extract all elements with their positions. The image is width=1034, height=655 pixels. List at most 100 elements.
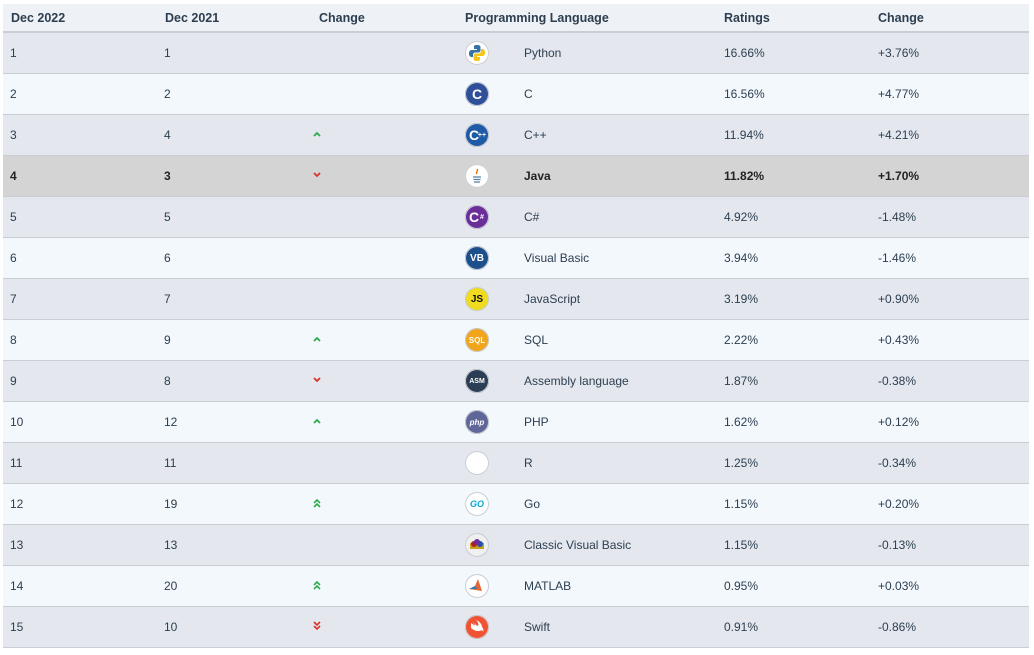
table-body: 1 1 Python 16.66% +3.76% 2 2 C C 16.56% +4.77% 3 4 C +… — [3, 33, 1029, 648]
rating-change: -0.38% — [878, 374, 917, 388]
language-name[interactable]: C++ — [524, 128, 547, 142]
table-row[interactable]: 7 7 JS JavaScript 3.19% +0.90% — [3, 279, 1029, 320]
rank-2021: 10 — [164, 620, 178, 634]
java-logo-icon — [465, 164, 489, 188]
rank-2022: 12 — [10, 497, 24, 511]
python-logo-icon — [465, 41, 489, 65]
table-row[interactable]: 15 10 Swift 0.91% -0.86% — [3, 607, 1029, 648]
rank-change — [311, 128, 465, 143]
table-row[interactable]: 1 1 Python 16.66% +3.76% — [3, 33, 1029, 74]
rating-change: +0.43% — [878, 333, 920, 347]
language-name[interactable]: MATLAB — [524, 579, 572, 593]
table-row[interactable]: 12 19 GO Go 1.15% +0.20% — [3, 484, 1029, 525]
rank-2022: 1 — [10, 46, 17, 60]
chevron-up-icon — [311, 415, 323, 427]
rating-change: +4.21% — [878, 128, 920, 142]
rating-value: 4.92% — [724, 210, 759, 224]
rank-2021: 4 — [164, 128, 171, 142]
cpp-logo-icon: C ++ — [465, 123, 489, 147]
sql-logo-icon: SQL — [465, 328, 489, 352]
rank-2021: 3 — [164, 169, 171, 183]
double-chevron-up-icon — [311, 497, 323, 509]
header-ratings[interactable]: Ratings — [724, 10, 770, 25]
rank-change — [311, 333, 465, 348]
table-row[interactable]: 11 11 R R 1.25% -0.34% — [3, 443, 1029, 484]
rating-value: 1.87% — [724, 374, 759, 388]
logo-text: VB — [470, 252, 484, 264]
language-name[interactable]: JavaScript — [524, 292, 581, 306]
rating-value: 11.82% — [724, 169, 765, 183]
svg-text:C: C — [469, 127, 479, 143]
rating-change: +1.70% — [878, 169, 920, 183]
table-row[interactable]: 10 12 php PHP 1.62% +0.12% — [3, 402, 1029, 443]
rating-value: 0.95% — [724, 579, 759, 593]
chevron-up-icon — [311, 128, 323, 140]
logo-text: JS — [470, 293, 484, 305]
rank-change — [311, 415, 465, 430]
language-name[interactable]: SQL — [524, 333, 549, 347]
rating-value: 3.19% — [724, 292, 759, 306]
header-dec-2022[interactable]: Dec 2022 — [11, 10, 66, 25]
header-change[interactable]: Change — [319, 10, 365, 25]
rating-value: 2.22% — [724, 333, 759, 347]
language-name[interactable]: Swift — [524, 620, 551, 634]
rank-2021: 7 — [164, 292, 171, 306]
language-logo-cell: R — [465, 451, 521, 475]
language-name[interactable]: Java — [524, 169, 551, 183]
table-row[interactable]: 2 2 C C 16.56% +4.77% — [3, 74, 1029, 115]
table-row[interactable]: 14 20 MATLAB 0.95% +0.03% — [3, 566, 1029, 607]
rank-change — [311, 169, 465, 184]
language-name[interactable]: Go — [524, 497, 541, 511]
language-logo-cell — [465, 41, 521, 65]
table-row[interactable]: 9 8 ASM Assembly language 1.87% -0.38% — [3, 361, 1029, 402]
rank-2021: 11 — [164, 456, 177, 470]
language-name[interactable]: Python — [524, 46, 562, 60]
rank-change — [311, 620, 465, 635]
rating-change: -1.46% — [878, 251, 917, 265]
language-name[interactable]: PHP — [524, 415, 549, 429]
table-row[interactable]: 3 4 C ++ C++ 11.94% +4.21% — [3, 115, 1029, 156]
rank-change — [311, 579, 465, 594]
swift-logo-icon — [465, 615, 489, 639]
language-logo-cell — [465, 533, 521, 557]
chevron-down-icon — [311, 374, 323, 386]
rank-2022: 14 — [10, 579, 24, 593]
rating-change: +0.12% — [878, 415, 920, 429]
rating-value: 3.94% — [724, 251, 759, 265]
language-logo-cell: VB — [465, 246, 521, 270]
language-name[interactable]: C — [524, 87, 533, 101]
php-logo-icon: php — [465, 410, 489, 434]
language-name[interactable]: C# — [524, 210, 540, 224]
table-row[interactable]: 13 13 Classic Visual Basic 1.15% -0.13% — [3, 525, 1029, 566]
language-name[interactable]: Classic Visual Basic — [524, 538, 632, 552]
c-logo-icon: C — [465, 82, 489, 106]
logo-text: GO — [469, 499, 484, 509]
language-logo-cell — [465, 574, 521, 598]
language-logo-cell: SQL — [465, 328, 521, 352]
language-name[interactable]: Visual Basic — [524, 251, 590, 265]
rank-2021: 2 — [164, 87, 171, 101]
header-ratings-change[interactable]: Change — [878, 10, 924, 25]
language-logo-cell: C # — [465, 205, 521, 229]
rating-change: +3.76% — [878, 46, 920, 60]
rating-change: -1.48% — [878, 210, 917, 224]
language-name[interactable]: R — [524, 456, 533, 470]
table-row[interactable]: 8 9 SQL SQL 2.22% +0.43% — [3, 320, 1029, 361]
rating-change: +0.90% — [878, 292, 920, 306]
header-programming-language[interactable]: Programming Language — [465, 10, 609, 25]
rank-2022: 13 — [10, 538, 24, 552]
chevron-up-icon — [311, 333, 323, 345]
chevron-down-icon — [311, 169, 323, 181]
table-row[interactable]: 4 3 Java 11.82% +1.70% — [3, 156, 1029, 197]
header-dec-2021[interactable]: Dec 2021 — [165, 10, 220, 25]
rank-2021: 19 — [164, 497, 178, 511]
rank-2022: 5 — [10, 210, 17, 224]
rating-value: 1.15% — [724, 538, 759, 552]
table-row[interactable]: 5 5 C # C# 4.92% -1.48% — [3, 197, 1029, 238]
language-logo-cell: GO — [465, 492, 521, 516]
language-name[interactable]: Assembly language — [524, 374, 629, 388]
visual-basic-logo-icon: VB — [465, 246, 489, 270]
table-row[interactable]: 6 6 VB Visual Basic 3.94% -1.46% — [3, 238, 1029, 279]
rank-2021: 6 — [164, 251, 171, 265]
rank-2021: 5 — [164, 210, 171, 224]
